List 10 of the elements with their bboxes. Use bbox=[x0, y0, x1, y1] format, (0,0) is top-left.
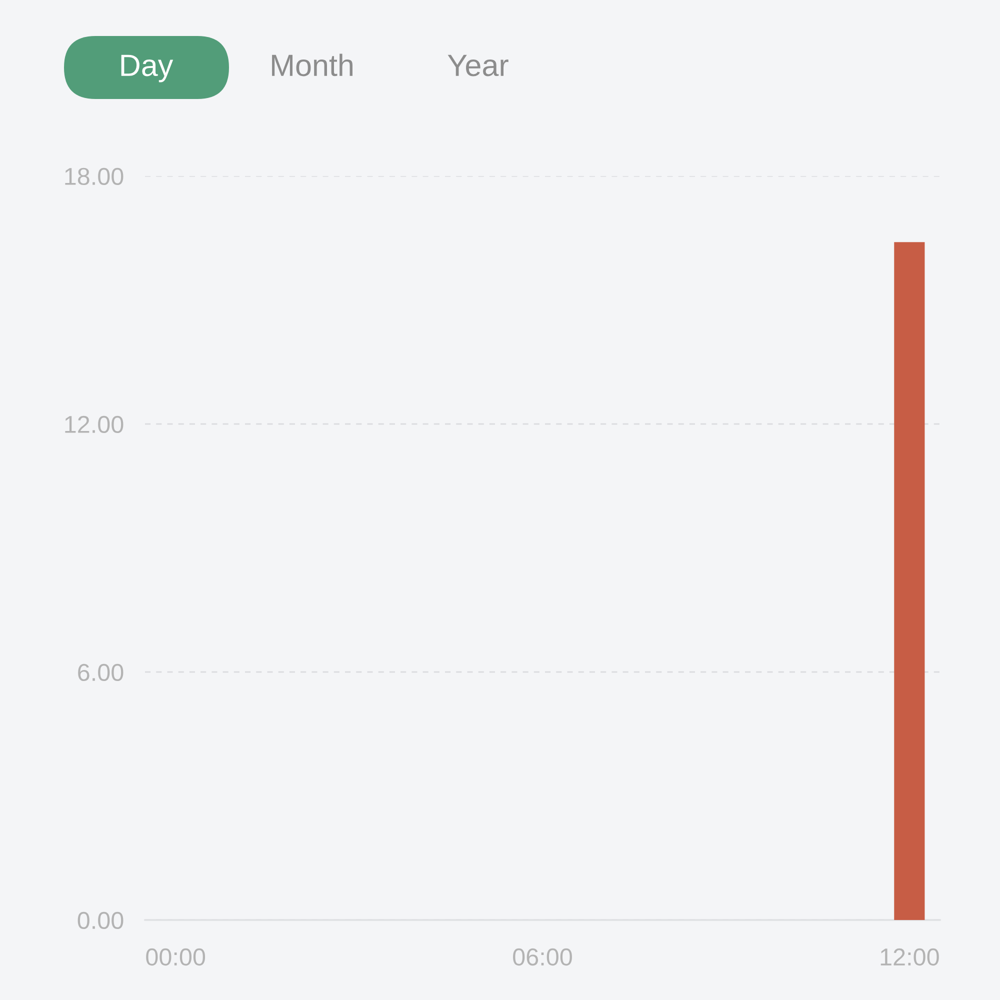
x-tick-label: 12:00 bbox=[880, 948, 939, 966]
text: Month bbox=[272, 54, 352, 76]
x-tick-label: 00:00 bbox=[146, 948, 206, 966]
x-tick-label: 06:00 bbox=[513, 948, 572, 966]
y-tick-label: 18.00 bbox=[65, 168, 124, 186]
text: Day bbox=[121, 54, 174, 82]
y-tick-label: 0.00 bbox=[78, 912, 124, 930]
y-tick-label: 12.00 bbox=[65, 416, 124, 434]
y-tick-label: 6.00 bbox=[78, 664, 124, 682]
text: Year bbox=[448, 54, 508, 76]
